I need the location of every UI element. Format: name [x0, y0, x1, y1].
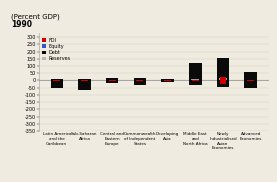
Bar [189, 63, 201, 80]
Bar [81, 80, 88, 81]
Text: (Percent GDP): (Percent GDP) [11, 13, 60, 20]
Bar [217, 80, 229, 87]
Bar [189, 80, 201, 84]
Bar [106, 78, 119, 80]
Bar [217, 58, 229, 80]
Bar [244, 72, 257, 80]
Bar [164, 80, 171, 81]
Bar [78, 79, 91, 80]
Bar [53, 80, 60, 81]
Bar [161, 80, 174, 82]
Bar [161, 79, 174, 80]
Legend: FDI, Equity, Debt, Reserves: FDI, Equity, Debt, Reserves [41, 37, 71, 62]
Bar [134, 78, 146, 80]
Bar [109, 80, 116, 81]
Bar [106, 80, 119, 83]
Bar [134, 80, 146, 84]
Bar [220, 77, 226, 84]
Bar [50, 80, 63, 88]
Bar [219, 78, 227, 80]
Bar [244, 80, 257, 88]
Bar [78, 80, 91, 90]
Bar [50, 79, 63, 80]
Bar [192, 80, 199, 81]
Text: 1990: 1990 [11, 20, 32, 29]
Bar [247, 80, 254, 81]
Bar [137, 80, 143, 81]
Bar [191, 79, 199, 80]
